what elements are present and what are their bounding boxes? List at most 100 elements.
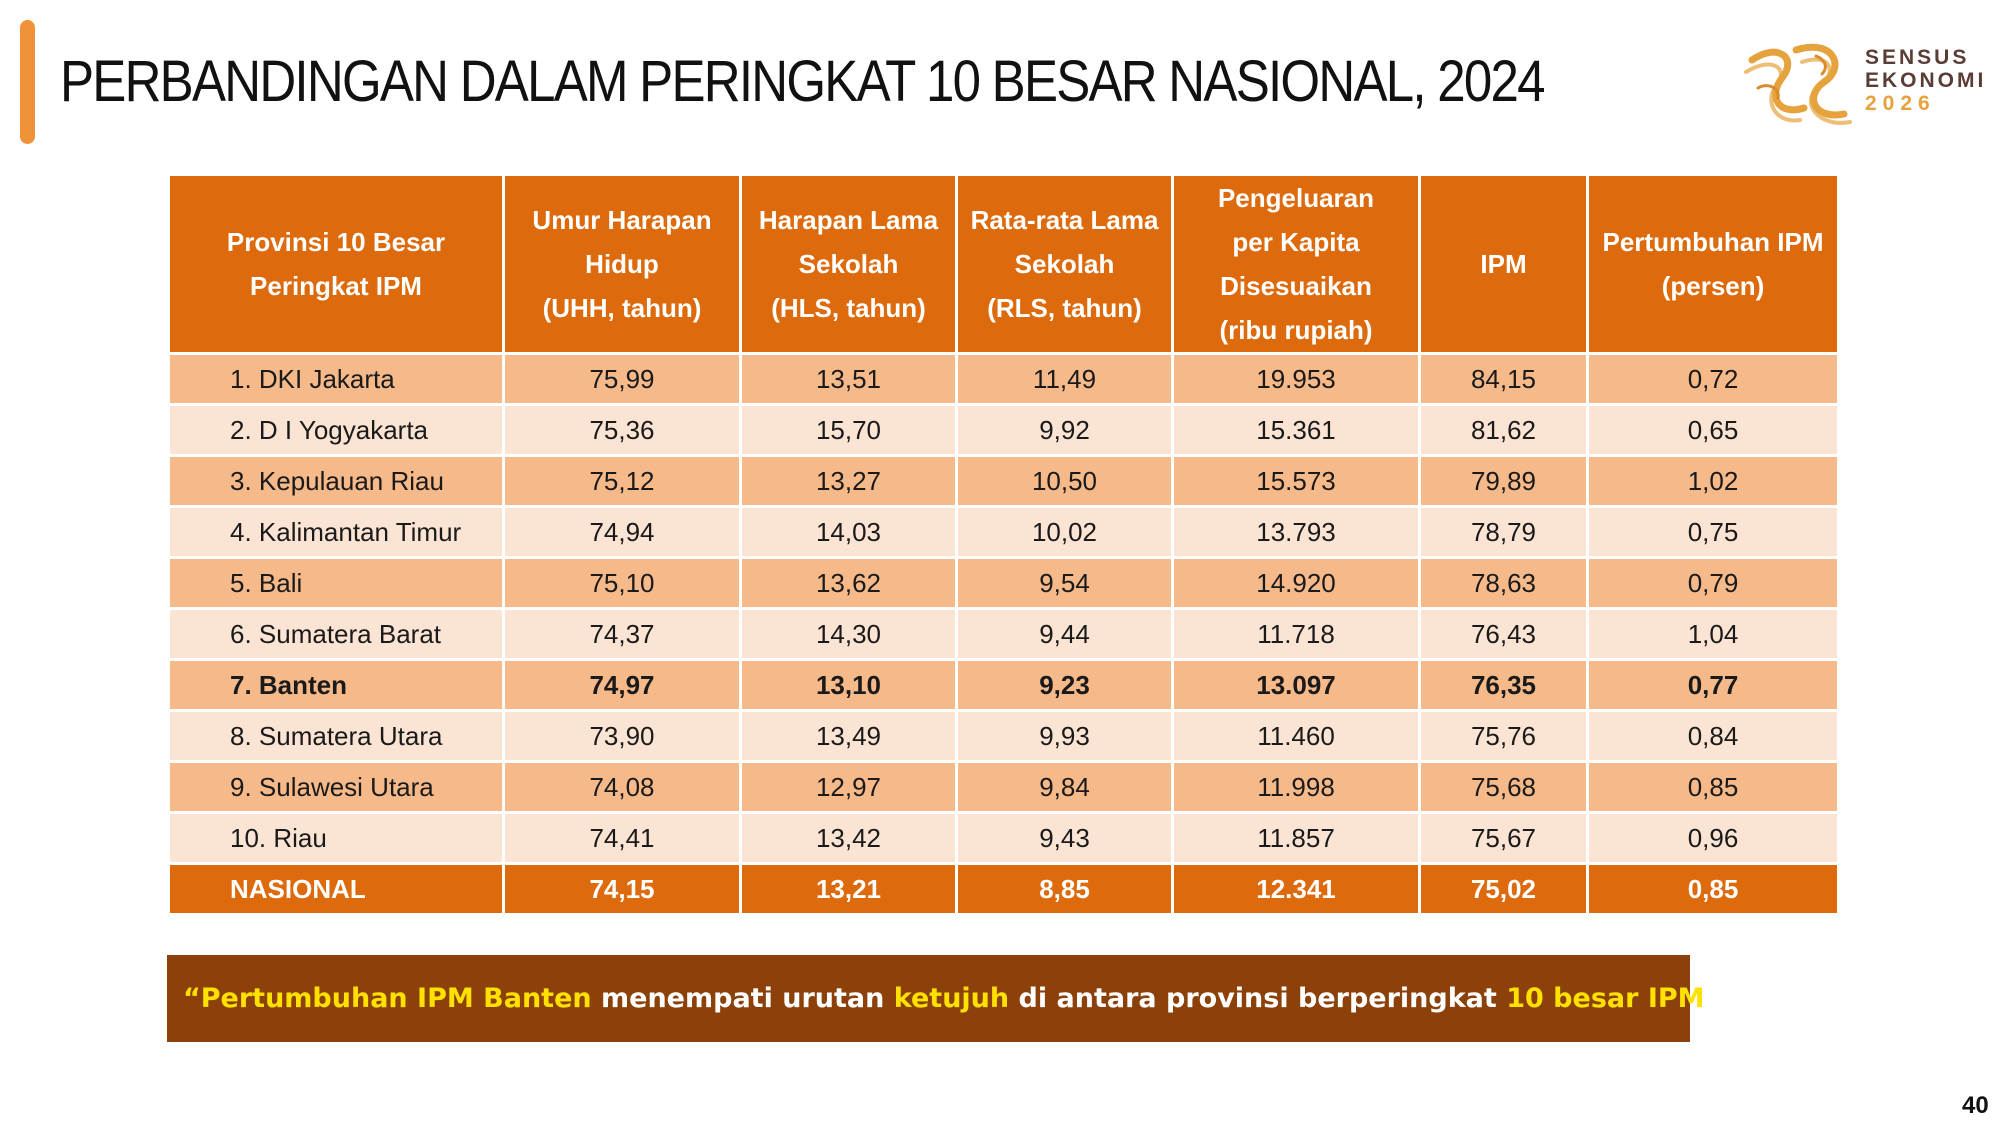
pertumbuhan-cell: 1,02 [1586,454,1840,508]
pengeluaran-cell: 13.097 [1171,658,1421,712]
uhh-cell: 74,15 [502,862,742,916]
uhh-cell: 73,90 [502,709,742,763]
ipm-comparison-table: Provinsi 10 Besar Peringkat IPM Umur Har… [167,173,1840,916]
quote-highlight-growth: Pertumbuhan IPM Banten [200,983,592,1014]
table-row: 6. Sumatera Barat 74,37 14,30 9,44 11.71… [167,607,1840,661]
pengeluaran-cell: 14.920 [1171,556,1421,610]
col-header-rls: Rata-rata Lama Sekolah (RLS, tahun) [955,173,1174,355]
header-line: Umur Harapan [532,205,712,235]
ipm-cell: 76,43 [1418,607,1589,661]
ipm-cell: 75,76 [1418,709,1589,763]
uhh-cell: 74,97 [502,658,742,712]
col-header-pertumbuhan: Pertumbuhan IPM (persen) [1586,173,1840,355]
pertumbuhan-cell: 0,79 [1586,556,1840,610]
table-row: 9. Sulawesi Utara 74,08 12,97 9,84 11.99… [167,760,1840,814]
header-line: (RLS, tahun) [987,293,1142,323]
province-cell: 3. Kepulauan Riau [167,454,505,508]
ipm-cell: 75,67 [1418,811,1589,865]
total-label-cell: NASIONAL [167,862,505,916]
rls-cell: 9,23 [955,658,1174,712]
sensus-ekonomi-logo: SENSUS EKONOMI 2026 [1738,38,1983,128]
hls-cell: 13,42 [739,811,958,865]
header-line: Disesuaikan [1220,271,1372,301]
header-line: per Kapita [1232,227,1360,257]
hls-cell: 13,62 [739,556,958,610]
pertumbuhan-cell: 0,85 [1586,760,1840,814]
province-cell: 4. Kalimantan Timur [167,505,505,559]
hls-cell: 13,27 [739,454,958,508]
header-line: (UHH, tahun) [542,293,702,323]
ipm-cell: 78,79 [1418,505,1589,559]
uhh-cell: 74,37 [502,607,742,661]
header-line: Pertumbuhan IPM [1602,227,1824,257]
pengeluaran-cell: 11.460 [1171,709,1421,763]
logo-wordmark: SENSUS EKONOMI 2026 [1865,46,1986,115]
pertumbuhan-cell: 1,04 [1586,607,1840,661]
province-cell: 1. DKI Jakarta [167,352,505,406]
header-line: (persen) [1661,271,1765,301]
pertumbuhan-cell: 0,84 [1586,709,1840,763]
table-row: 3. Kepulauan Riau 75,12 13,27 10,50 15.5… [167,454,1840,508]
title-accent-bar [20,20,35,144]
pengeluaran-cell: 13.793 [1171,505,1421,559]
province-cell: 5. Bali [167,556,505,610]
header-line: Provinsi 10 Besar [226,227,446,257]
province-cell: 9. Sulawesi Utara [167,760,505,814]
hls-cell: 15,70 [739,403,958,457]
uhh-cell: 74,94 [502,505,742,559]
hls-cell: 12,97 [739,760,958,814]
ipm-cell: 75,02 [1418,862,1589,916]
header-line: IPM [1480,249,1527,279]
pengeluaran-cell: 15.573 [1171,454,1421,508]
hls-cell: 14,30 [739,607,958,661]
pengeluaran-cell: 19.953 [1171,352,1421,406]
pertumbuhan-cell: 0,85 [1586,862,1840,916]
province-cell: 7. Banten [167,658,505,712]
header-line: Hidup [585,249,659,279]
uhh-cell: 75,10 [502,556,742,610]
rls-cell: 11,49 [955,352,1174,406]
ipm-cell: 78,63 [1418,556,1589,610]
ipm-cell: 76,35 [1418,658,1589,712]
logo-year: 2026 [1865,92,1936,115]
quote-open-mark: “ [183,983,201,1014]
header-line: Harapan Lama [758,205,939,235]
ipm-cell: 84,15 [1418,352,1589,406]
col-header-uhh: Umur Harapan Hidup (UHH, tahun) [502,173,742,355]
hls-cell: 14,03 [739,505,958,559]
uhh-cell: 74,41 [502,811,742,865]
table-header-row: Provinsi 10 Besar Peringkat IPM Umur Har… [167,173,1840,355]
ipm-cell: 81,62 [1418,403,1589,457]
logo-line-sensus: SENSUS [1865,46,1970,69]
header-line: (ribu rupiah) [1219,315,1373,345]
uhh-cell: 75,36 [502,403,742,457]
table-row: 8. Sumatera Utara 73,90 13,49 9,93 11.46… [167,709,1840,763]
ipm-cell: 79,89 [1418,454,1589,508]
pengeluaran-cell: 12.341 [1171,862,1421,916]
pertumbuhan-cell: 0,65 [1586,403,1840,457]
pengeluaran-cell: 11.998 [1171,760,1421,814]
summary-quote-box: “Pertumbuhan IPM Banten menempati urutan… [167,955,1722,1042]
col-header-provinsi: Provinsi 10 Besar Peringkat IPM [167,173,505,355]
uhh-cell: 75,99 [502,352,742,406]
rls-cell: 9,44 [955,607,1174,661]
table-row-highlighted: 7. Banten 74,97 13,10 9,23 13.097 76,35 … [167,658,1840,712]
rls-cell: 8,85 [955,862,1174,916]
pengeluaran-cell: 11.857 [1171,811,1421,865]
header-line: Pengeluaran [1217,183,1375,213]
quote-highlight-rank: ketujuh [893,983,1010,1014]
header-line: (HLS, tahun) [771,293,926,323]
hls-cell: 13,10 [739,658,958,712]
page-title: PERBANDINGAN DALAM PERINGKAT 10 BESAR NA… [60,49,1545,114]
rls-cell: 9,54 [955,556,1174,610]
province-cell: 2. D I Yogyakarta [167,403,505,457]
pertumbuhan-cell: 0,72 [1586,352,1840,406]
table-total-row: NASIONAL 74,15 13,21 8,85 12.341 75,02 0… [167,862,1840,916]
col-header-hls: Harapan Lama Sekolah (HLS, tahun) [739,173,958,355]
uhh-cell: 74,08 [502,760,742,814]
hls-cell: 13,21 [739,862,958,916]
col-header-ipm: IPM [1418,173,1589,355]
header-line: Rata-rata Lama [970,205,1159,235]
ipm-cell: 75,68 [1418,760,1589,814]
pengeluaran-cell: 15.361 [1171,403,1421,457]
